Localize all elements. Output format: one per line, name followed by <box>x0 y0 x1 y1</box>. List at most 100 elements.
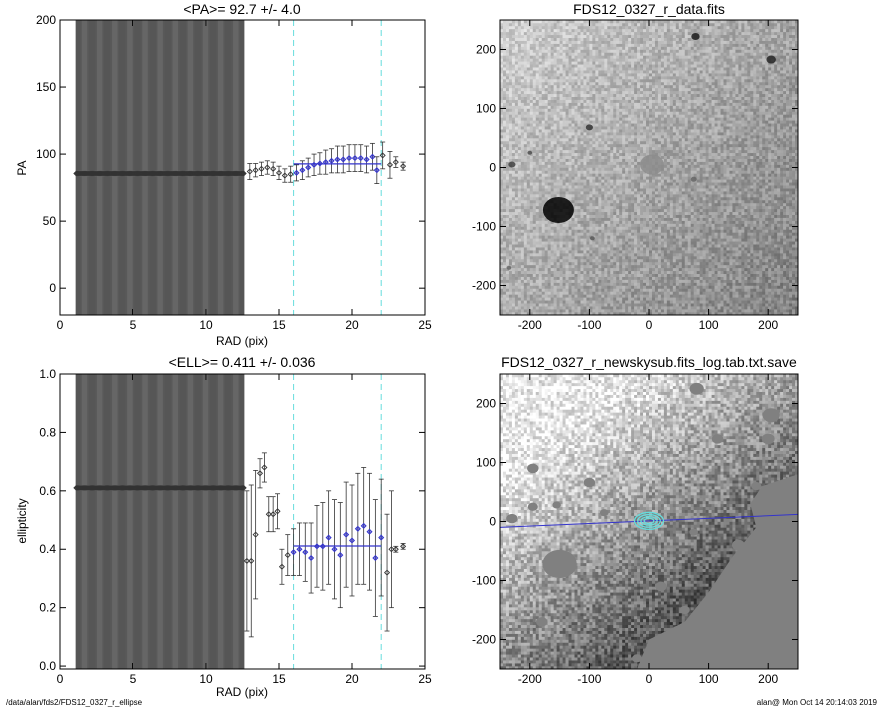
image-pixel <box>511 176 516 180</box>
image-pixel <box>559 126 563 130</box>
image-pixel <box>529 61 534 65</box>
image-pixel <box>577 247 581 251</box>
image-pixel <box>613 179 617 183</box>
image-pixel <box>556 194 560 198</box>
image-pixel <box>508 79 513 83</box>
image-pixel <box>565 49 569 53</box>
image-pixel <box>613 270 617 274</box>
image-pixel <box>577 155 581 159</box>
image-pixel <box>601 46 605 50</box>
image-pixel <box>517 211 522 215</box>
image-pixel <box>520 247 525 251</box>
image-pixel <box>580 117 584 121</box>
image-pixel <box>568 258 572 263</box>
image-pixel <box>502 229 507 233</box>
image-pixel <box>562 96 566 100</box>
image-pixel <box>514 211 519 215</box>
image-pixel <box>500 143 504 148</box>
image-pixel <box>550 256 554 260</box>
image-pixel <box>565 102 569 106</box>
image-pixel <box>595 288 599 292</box>
image-pixel <box>529 309 534 313</box>
image-pixel <box>535 250 540 254</box>
image-pixel <box>517 126 522 130</box>
image-pixel <box>589 264 593 269</box>
image-pixel <box>550 155 554 159</box>
image-pixel <box>514 179 519 183</box>
image-pixel <box>595 294 599 298</box>
image-pixel <box>535 294 540 298</box>
image-pixel <box>502 99 507 103</box>
image-pixel <box>559 306 563 310</box>
image-pixel <box>595 152 599 156</box>
image-pixel <box>553 226 557 230</box>
image-pixel <box>511 270 516 274</box>
image-pixel <box>610 300 614 304</box>
image-pixel <box>511 238 516 242</box>
image-pixel <box>535 291 540 295</box>
image-pixel <box>556 49 560 53</box>
image-pixel <box>544 90 548 95</box>
image-pixel <box>571 64 575 68</box>
image-pixel <box>500 279 504 283</box>
image-pixel <box>505 191 510 195</box>
image-pixel <box>577 214 581 218</box>
image-pixel <box>607 123 611 127</box>
image-pixel <box>598 279 602 283</box>
image-pixel <box>583 28 587 33</box>
image-pixel <box>520 114 525 118</box>
image-pixel <box>541 58 545 62</box>
image-pixel <box>592 31 596 36</box>
image-pixel <box>508 49 513 53</box>
image-pixel <box>607 294 611 298</box>
image-pixel <box>535 49 540 53</box>
image-pixel <box>523 267 528 272</box>
image-pixel <box>598 126 602 130</box>
image-pixel <box>500 258 504 263</box>
image-pixel <box>535 117 540 121</box>
image-pixel <box>544 67 548 71</box>
image-pixel <box>598 217 602 221</box>
image-pixel <box>520 238 525 242</box>
image-pixel <box>511 64 516 68</box>
image-pixel <box>580 40 584 44</box>
image-pixel <box>568 93 572 97</box>
image-pixel <box>592 273 596 277</box>
image-pixel <box>547 37 551 41</box>
image-pixel <box>610 199 614 204</box>
image-pixel <box>541 244 545 248</box>
image-pixel <box>598 264 602 269</box>
image-pixel <box>562 264 566 269</box>
image-pixel <box>538 28 543 33</box>
image-pixel <box>604 90 608 95</box>
image-pixel <box>574 46 578 50</box>
image-pixel <box>535 152 540 156</box>
image-pixel <box>583 120 587 124</box>
image-pixel <box>500 294 504 298</box>
image-pixel <box>562 20 566 24</box>
image-pixel <box>574 309 578 313</box>
image-pixel <box>607 87 611 92</box>
image-pixel <box>580 229 584 233</box>
image-pixel <box>613 87 617 92</box>
image-pixel <box>511 229 516 233</box>
image-pixel <box>511 258 516 263</box>
image-pixel <box>598 173 602 177</box>
image-pixel <box>577 199 581 204</box>
image-pixel <box>604 176 608 180</box>
image-pixel <box>550 247 554 251</box>
image-pixel <box>559 90 563 95</box>
image-pixel <box>511 114 516 118</box>
image-pixel <box>508 214 513 218</box>
image-pixel <box>571 167 575 171</box>
image-pixel <box>544 185 548 189</box>
image-pixel <box>523 261 528 266</box>
image-pixel <box>529 229 534 233</box>
image-pixel <box>523 182 528 186</box>
image-pixel <box>514 76 519 80</box>
image-pixel <box>604 211 608 215</box>
image-pixel <box>559 312 563 315</box>
image-pixel <box>568 129 572 133</box>
image-pixel <box>577 291 581 295</box>
image-pixel <box>535 306 540 310</box>
